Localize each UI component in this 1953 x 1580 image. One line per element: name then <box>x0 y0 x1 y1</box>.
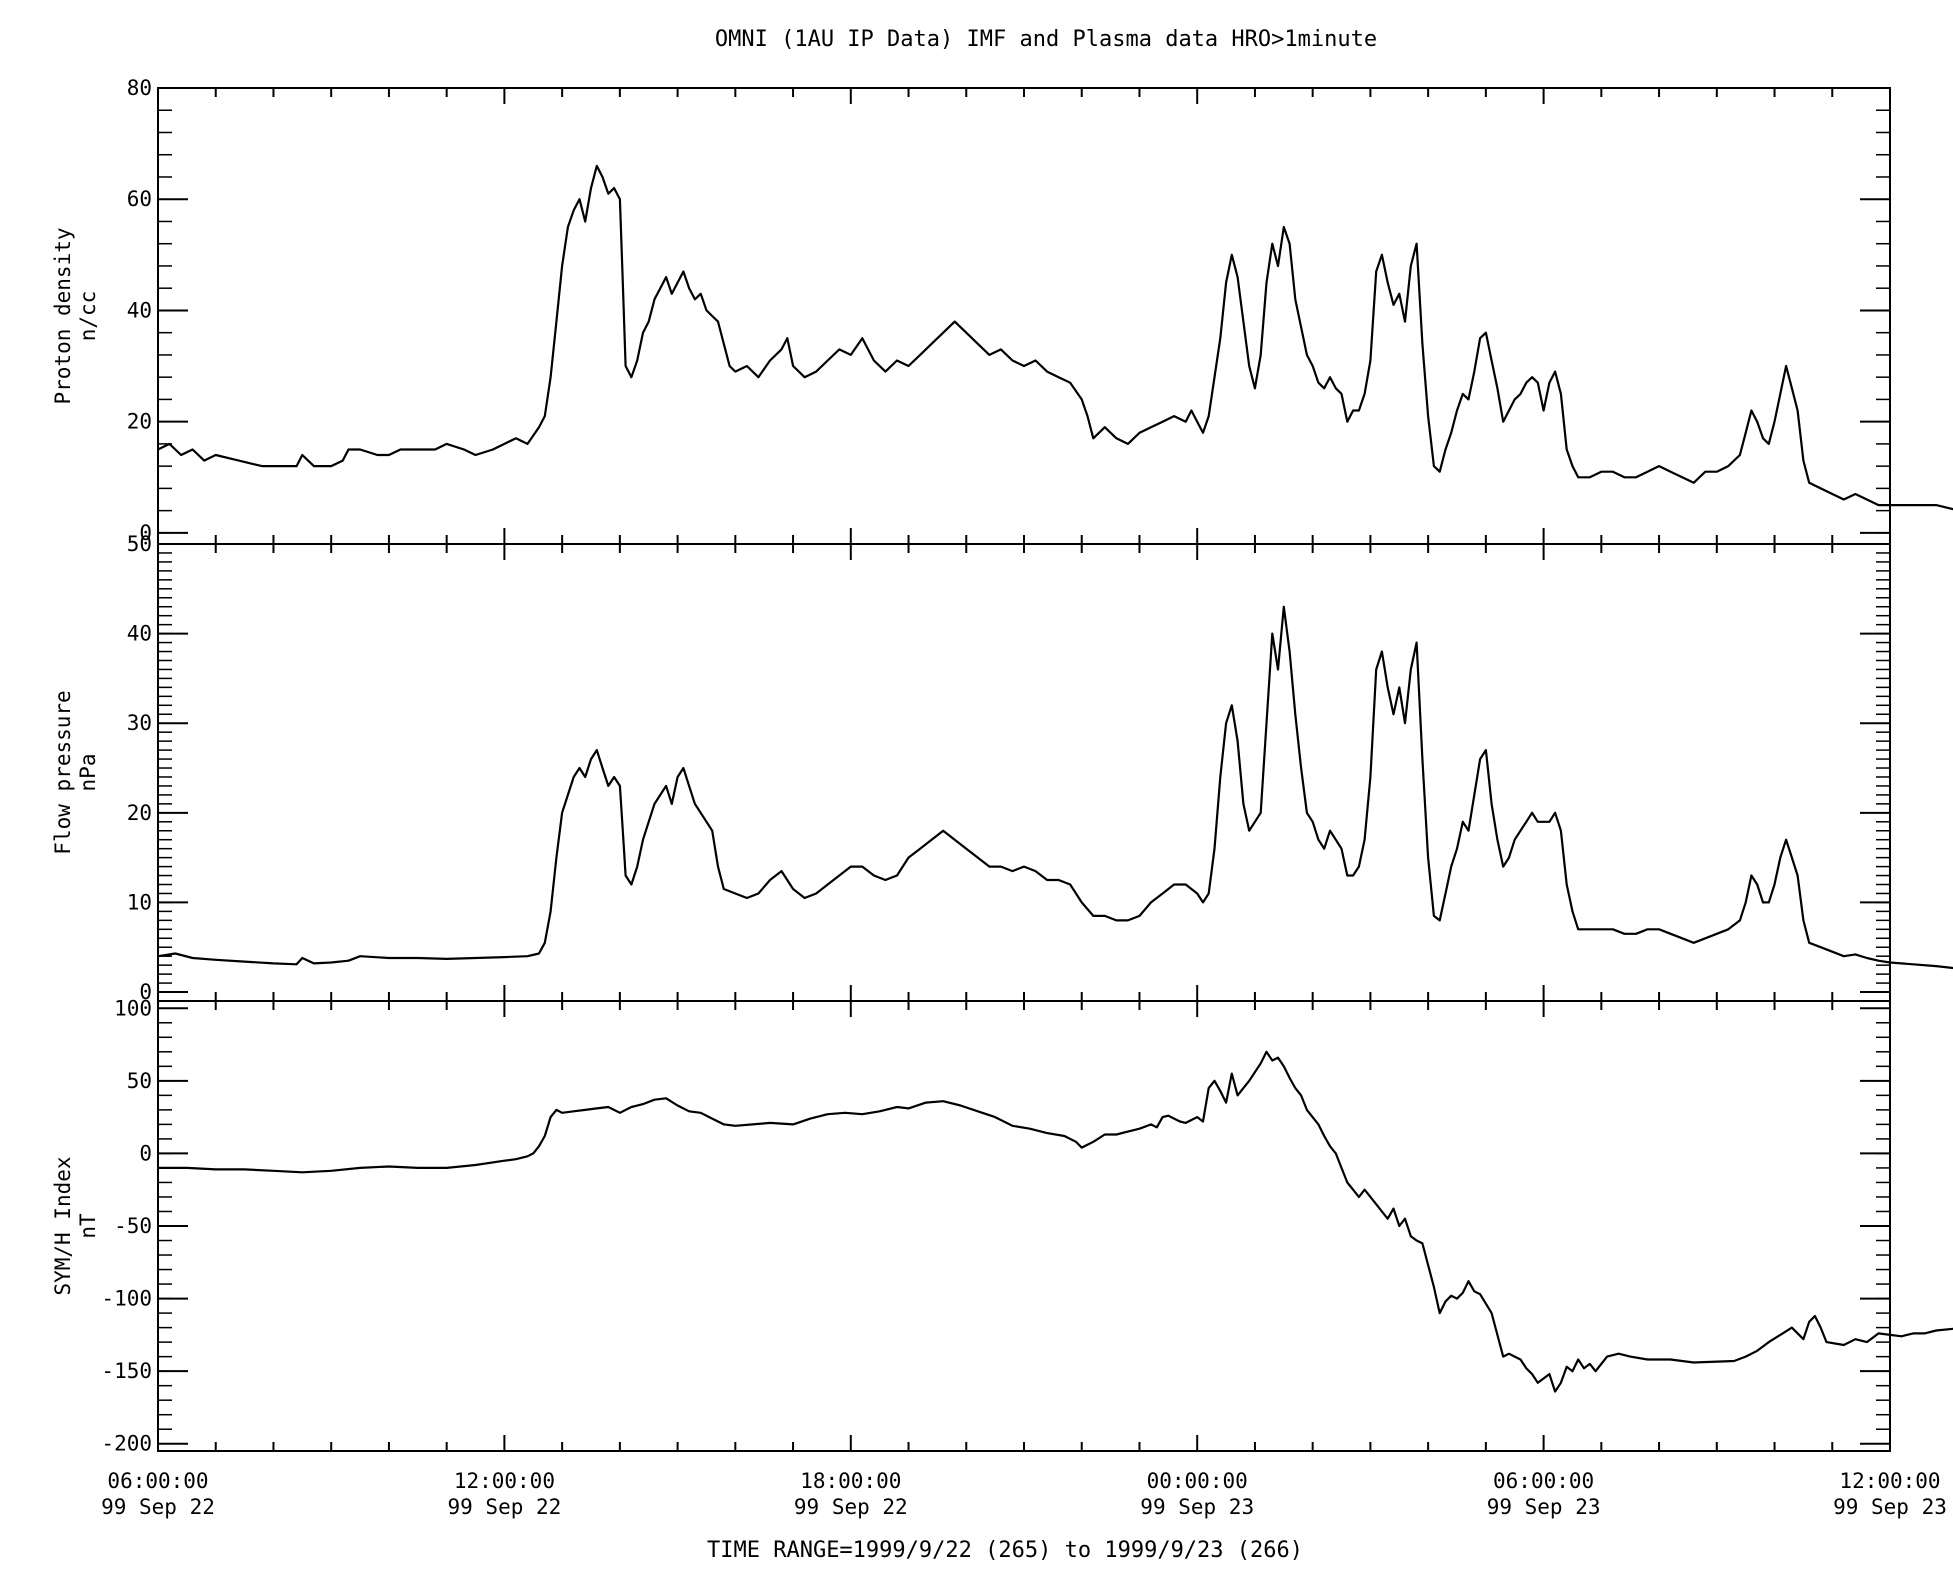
y-tick-label: 100 <box>114 996 152 1020</box>
x-tick-label-time: 12:00:00 <box>1839 1469 1940 1493</box>
y-tick-label: 0 <box>139 521 152 545</box>
y-axis-title-line-2: nT <box>76 1213 100 1239</box>
panel-3: -200 -150 -100 -50 0 50 100 SYM/H Index nT <box>51 996 1953 1456</box>
chart-title: OMNI (1AU IP Data) IMF and Plasma data H… <box>715 27 1377 52</box>
x-tick-label-date: 99 Sep 22 <box>101 1495 215 1519</box>
y-axis-title-line-1: Flow pressure <box>51 690 75 854</box>
y-tick-label: -200 <box>101 1432 152 1456</box>
y-tick-label: 40 <box>127 298 152 322</box>
x-tick-label-date: 99 Sep 23 <box>1833 1495 1947 1519</box>
x-tick-label-date: 99 Sep 22 <box>448 1495 562 1519</box>
panel-1: 0 20 40 60 80 Proton density n/cc <box>51 76 1953 545</box>
y-tick-label: -50 <box>114 1214 152 1238</box>
y-tick-label: 10 <box>127 890 152 914</box>
series-line <box>157 164 1953 511</box>
series-line <box>158 1050 1953 1393</box>
y-tick-label: 50 <box>127 1069 152 1093</box>
y-tick-label: 50 <box>127 532 152 556</box>
y-tick-label: 30 <box>127 711 152 735</box>
x-tick-label-time: 18:00:00 <box>800 1469 901 1493</box>
y-tick-label: 20 <box>127 410 152 434</box>
y-tick-label: 60 <box>127 187 152 211</box>
y-axis-title-line-2: n/cc <box>76 291 100 342</box>
time-range-footer: TIME RANGE=1999/9/22 (265) to 1999/9/23 … <box>707 1538 1303 1563</box>
y-tick-label: 80 <box>127 76 152 100</box>
y-axis-title: SYM/H Index nT <box>51 1156 100 1295</box>
panel-frame <box>157 1000 1891 1452</box>
series-line <box>157 605 1953 970</box>
y-tick-label: 40 <box>127 622 152 646</box>
panel-2: 0 10 20 30 40 50 Flow pressure nPa <box>51 532 1953 1004</box>
y-tick-label: -100 <box>101 1287 152 1311</box>
panel-frame <box>157 543 1891 1002</box>
y-tick-label: 20 <box>127 801 152 825</box>
x-tick-label-time: 12:00:00 <box>454 1469 555 1493</box>
panel-frame <box>157 87 1891 545</box>
y-axis-title-line-1: SYM/H Index <box>51 1156 75 1295</box>
x-tick-label-time: 00:00:00 <box>1147 1469 1248 1493</box>
y-tick-label: 0 <box>139 980 152 1004</box>
x-tick-label-time: 06:00:00 <box>107 1469 208 1493</box>
y-tick-label: -150 <box>101 1359 152 1383</box>
y-axis-title: Proton density n/cc <box>51 227 100 404</box>
x-tick-label-date: 99 Sep 23 <box>1487 1495 1601 1519</box>
y-axis-title: Flow pressure nPa <box>51 690 100 854</box>
y-axis-title-line-2: nPa <box>76 754 100 792</box>
y-tick-label: 0 <box>139 1141 152 1165</box>
x-tick-label-date: 99 Sep 23 <box>1140 1495 1254 1519</box>
y-axis-title-line-1: Proton density <box>51 227 75 404</box>
x-tick-label-time: 06:00:00 <box>1493 1469 1594 1493</box>
x-tick-label-date: 99 Sep 22 <box>794 1495 908 1519</box>
